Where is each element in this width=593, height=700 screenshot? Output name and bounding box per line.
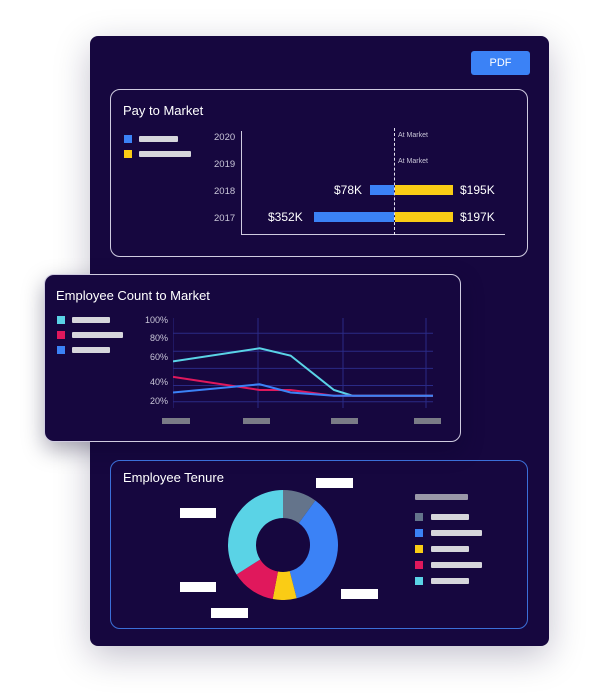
donut-slice-blue bbox=[289, 500, 338, 599]
pay-to-market-title: Pay to Market bbox=[123, 103, 204, 118]
x-tick-label-placeholder bbox=[331, 418, 358, 424]
value-label-2018-below: $78K bbox=[334, 183, 363, 197]
legend-swatch bbox=[57, 331, 65, 339]
legend-swatch-below bbox=[124, 135, 132, 143]
legend-label-placeholder bbox=[72, 317, 110, 323]
employee-tenure-title: Employee Tenure bbox=[123, 470, 224, 485]
legend-swatch bbox=[415, 513, 423, 521]
legend-label-placeholder bbox=[72, 332, 123, 338]
legend-label-placeholder bbox=[139, 151, 191, 157]
donut-slice-yellow bbox=[272, 571, 297, 600]
slice-label-placeholder bbox=[316, 478, 353, 488]
x-axis-line bbox=[241, 234, 505, 235]
employee-tenure-card bbox=[110, 460, 528, 629]
value-label-2017-below: $352K bbox=[268, 210, 303, 224]
pay-to-market-card bbox=[110, 89, 528, 257]
at-market-label: At Market bbox=[398, 132, 428, 139]
donut-slice-red bbox=[236, 559, 278, 600]
legend-heading-placeholder bbox=[415, 494, 468, 500]
legend-label-placeholder bbox=[139, 136, 178, 142]
bar-2018-above bbox=[395, 185, 453, 195]
y-tick-label: 80% bbox=[150, 333, 169, 343]
legend-swatch bbox=[415, 545, 423, 553]
slice-label-placeholder bbox=[180, 582, 216, 592]
legend-swatch bbox=[57, 346, 65, 354]
pdf-export-button[interactable]: PDF bbox=[471, 51, 530, 75]
bar-2017-below bbox=[314, 212, 394, 222]
employee-count-card bbox=[44, 274, 461, 442]
slice-label-placeholder bbox=[211, 608, 248, 618]
employee-count-line-chart bbox=[173, 318, 433, 408]
x-tick-label-placeholder bbox=[414, 418, 441, 424]
value-label-2017-above: $197K bbox=[460, 210, 495, 224]
y-tick-label: 20% bbox=[150, 396, 169, 406]
slice-label-placeholder bbox=[341, 589, 378, 599]
legend-swatch bbox=[415, 577, 423, 585]
series-line-blue bbox=[173, 383, 433, 397]
y-tick-label: 100% bbox=[145, 315, 169, 325]
legend-swatch-above bbox=[124, 150, 132, 158]
legend-label-placeholder bbox=[431, 578, 469, 584]
year-label-2019: 2019 bbox=[214, 159, 236, 170]
employee-count-title: Employee Count to Market bbox=[56, 288, 210, 303]
donut-slice-cyan bbox=[228, 490, 283, 575]
value-label-2018-above: $195K bbox=[460, 183, 495, 197]
y-tick-label: 60% bbox=[150, 352, 169, 362]
legend-swatch bbox=[57, 316, 65, 324]
year-label-2018: 2018 bbox=[214, 186, 236, 197]
year-label-2020: 2020 bbox=[214, 132, 236, 143]
y-tick-label: 40% bbox=[150, 377, 169, 387]
legend-label-placeholder bbox=[431, 546, 469, 552]
legend-label-placeholder bbox=[72, 347, 110, 353]
at-market-line bbox=[394, 128, 395, 235]
x-tick-label-placeholder bbox=[243, 418, 270, 424]
legend-label-placeholder bbox=[431, 562, 482, 568]
legend-label-placeholder bbox=[431, 514, 469, 520]
slice-label-placeholder bbox=[180, 508, 216, 518]
at-market-label: At Market bbox=[398, 158, 428, 165]
legend-swatch bbox=[415, 561, 423, 569]
legend-label-placeholder bbox=[431, 530, 482, 536]
y-axis-line bbox=[241, 131, 242, 235]
employee-tenure-donut-chart bbox=[228, 490, 338, 600]
bar-2018-below bbox=[370, 185, 394, 195]
bar-2017-above bbox=[395, 212, 453, 222]
x-tick-label-placeholder bbox=[162, 418, 190, 424]
year-label-2017: 2017 bbox=[214, 213, 236, 224]
legend-swatch bbox=[415, 529, 423, 537]
donut-slice-slate bbox=[283, 490, 316, 524]
